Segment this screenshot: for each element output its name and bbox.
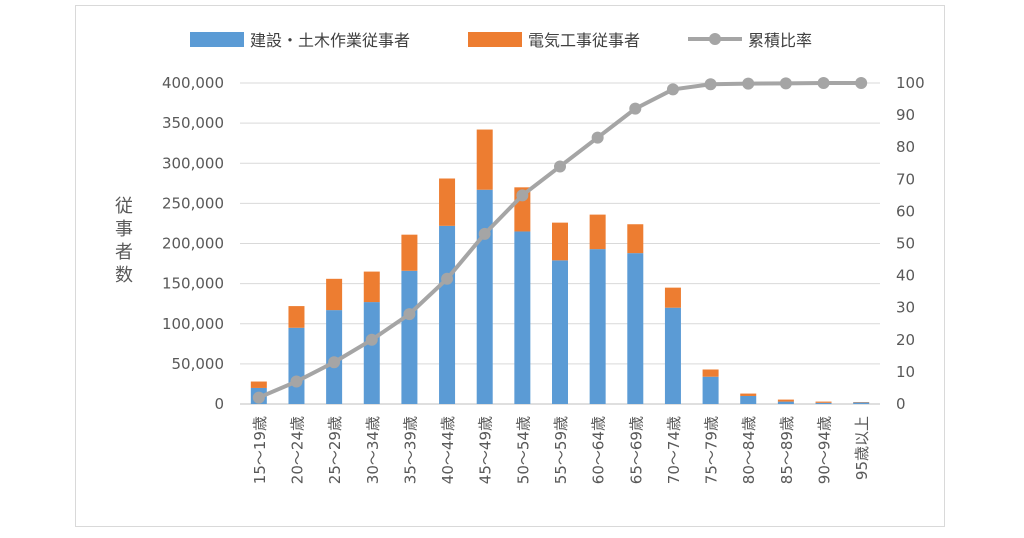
x-tick-label: 50～54歳 bbox=[514, 416, 532, 484]
cumulative-ratio-point bbox=[591, 131, 604, 144]
bar-electrical bbox=[627, 224, 644, 254]
y2-tick-label: 90 bbox=[896, 106, 915, 124]
cumulative-ratio-point bbox=[817, 77, 830, 89]
bar-electrical bbox=[702, 369, 719, 377]
cumulative-ratio-point bbox=[704, 78, 717, 91]
bar-construction bbox=[288, 327, 305, 404]
bar-construction bbox=[363, 302, 380, 404]
bar-construction bbox=[853, 402, 870, 404]
y-axis-title: 従事者数 bbox=[115, 196, 133, 286]
x-tick-label: 25～29歳 bbox=[326, 416, 344, 484]
x-tick-label: 35～39歳 bbox=[401, 416, 419, 484]
x-tick-label: 85～89歳 bbox=[778, 416, 796, 484]
cumulative-ratio-point bbox=[252, 391, 265, 404]
bar-construction bbox=[664, 307, 681, 404]
bar-electrical bbox=[476, 129, 493, 190]
legend-label: 累積比率 bbox=[748, 31, 812, 50]
cumulative-ratio-point bbox=[855, 77, 868, 89]
bar-electrical bbox=[589, 214, 606, 250]
y2-tick-label: 100 bbox=[896, 74, 925, 92]
y2-tick-label: 30 bbox=[896, 299, 915, 317]
cumulative-ratio-point bbox=[666, 83, 679, 96]
cumulative-line bbox=[252, 77, 868, 404]
legend-label: 建設・土木作業従事者 bbox=[250, 31, 410, 50]
x-tick-label: 55～59歳 bbox=[552, 416, 570, 484]
bar-electrical bbox=[740, 393, 757, 396]
y2-tick-label: 80 bbox=[896, 138, 915, 156]
y-tick-label: 50,000 bbox=[172, 355, 225, 373]
y-tick-label: 200,000 bbox=[162, 235, 224, 253]
bar-electrical bbox=[250, 381, 267, 388]
cumulative-ratio-point bbox=[478, 227, 491, 240]
bar-electrical bbox=[401, 234, 418, 271]
x-tick-label: 75～79歳 bbox=[703, 416, 721, 484]
x-tick-label: 80～84歳 bbox=[740, 416, 758, 484]
bar-construction bbox=[401, 270, 418, 404]
y-tick-label: 400,000 bbox=[162, 74, 224, 92]
legend: 建設・土木作業従事者 電気工事従事者 累積比率 bbox=[190, 31, 812, 50]
bar-construction bbox=[589, 249, 606, 404]
y2-tick-label: 60 bbox=[896, 202, 915, 220]
y2-tick-label: 10 bbox=[896, 363, 915, 381]
legend-swatch bbox=[190, 32, 244, 47]
y-tick-label: 350,000 bbox=[162, 114, 224, 132]
y2-tick-label: 70 bbox=[896, 170, 915, 188]
bar-construction bbox=[702, 376, 719, 404]
x-tick-label: 15～19歳 bbox=[251, 416, 269, 484]
cumulative-ratio-point bbox=[516, 189, 529, 202]
y2-tick-label: 40 bbox=[896, 267, 915, 285]
bar-electrical bbox=[326, 278, 343, 311]
y2-tick-label: 0 bbox=[896, 395, 906, 413]
cumulative-ratio-point bbox=[441, 272, 454, 285]
legend-label: 電気工事従事者 bbox=[528, 31, 640, 50]
bar-construction bbox=[740, 395, 757, 404]
y-tick-label: 0 bbox=[214, 395, 224, 413]
y-tick-label: 100,000 bbox=[162, 315, 224, 333]
bar-electrical bbox=[439, 178, 456, 226]
cumulative-ratio-point bbox=[403, 308, 416, 321]
bar-electrical bbox=[777, 399, 794, 402]
cumulative-ratio-point bbox=[779, 77, 792, 90]
cumulative-ratio-point bbox=[290, 375, 303, 388]
x-tick-label: 30～34歳 bbox=[364, 416, 382, 484]
y-tick-label: 150,000 bbox=[162, 275, 224, 293]
bar-construction bbox=[627, 253, 644, 404]
cumulative-ratio-point bbox=[365, 333, 378, 346]
cumulative-ratio-point bbox=[554, 160, 566, 173]
bar-construction bbox=[439, 225, 456, 404]
cumulative-ratio-point bbox=[742, 77, 755, 90]
x-tick-label: 60～64歳 bbox=[590, 416, 608, 484]
y2-tick-label: 50 bbox=[896, 235, 915, 253]
bar-construction bbox=[552, 260, 568, 404]
x-tick-label: 90～94歳 bbox=[816, 416, 834, 484]
x-tick-label: 40～44歳 bbox=[439, 416, 457, 484]
x-tick-label: 65～69歳 bbox=[627, 416, 645, 484]
chart-frame bbox=[75, 5, 945, 527]
x-tick-label: 70～74歳 bbox=[665, 416, 683, 484]
x-tick-label: 20～24歳 bbox=[288, 416, 306, 484]
legend-swatch bbox=[468, 32, 522, 47]
bar-electrical bbox=[288, 306, 305, 328]
y-tick-label: 300,000 bbox=[162, 154, 224, 172]
bar-electrical bbox=[664, 287, 681, 308]
bar-construction bbox=[514, 231, 531, 404]
x-tick-label: 95歳以上 bbox=[853, 416, 871, 480]
axes: 0 50,000 100,000 150,000 200,000 250,000 300,0… bbox=[162, 74, 925, 484]
y-tick-label: 250,000 bbox=[162, 194, 224, 212]
cumulative-ratio-point bbox=[629, 102, 642, 115]
bar-construction bbox=[476, 189, 493, 404]
bar-construction bbox=[815, 402, 832, 404]
bar-construction bbox=[777, 401, 794, 404]
bar-electrical bbox=[815, 401, 832, 403]
bar-electrical bbox=[552, 222, 568, 261]
cumulative-ratio-point bbox=[328, 356, 341, 369]
y2-tick-label: 20 bbox=[896, 331, 915, 349]
legend-marker bbox=[709, 33, 721, 45]
bar-electrical bbox=[363, 271, 380, 303]
x-tick-label: 45～49歳 bbox=[477, 416, 495, 484]
